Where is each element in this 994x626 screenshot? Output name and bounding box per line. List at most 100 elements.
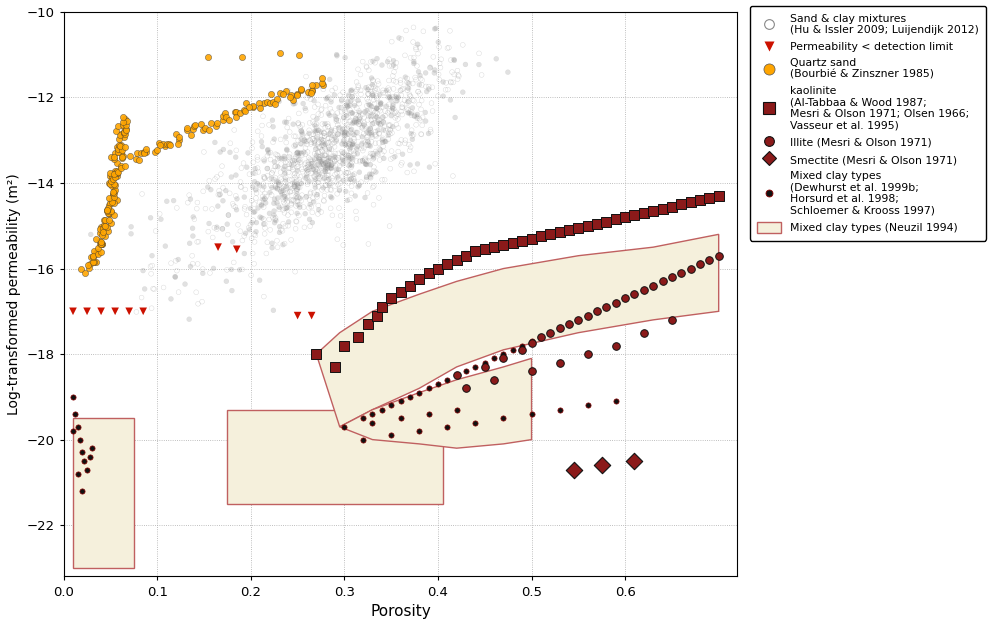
Point	[341, 138, 357, 148]
Point	[209, 172, 225, 182]
Point	[561, 225, 577, 235]
Point	[495, 240, 511, 250]
Point	[195, 269, 211, 279]
Point	[107, 185, 123, 195]
Point	[430, 91, 446, 101]
Point	[359, 105, 375, 115]
Point	[389, 90, 405, 100]
Point	[382, 120, 398, 130]
Point	[136, 148, 152, 158]
Point	[278, 144, 294, 154]
Point	[359, 135, 375, 145]
Point	[412, 426, 427, 436]
Point	[328, 165, 344, 175]
Point	[275, 240, 291, 250]
Point	[74, 264, 89, 274]
Point	[337, 131, 353, 141]
Point	[285, 119, 301, 129]
Point	[292, 193, 308, 203]
Point	[201, 218, 217, 228]
Point	[319, 93, 335, 103]
Point	[357, 112, 373, 122]
Point	[345, 108, 361, 118]
Point	[105, 198, 121, 208]
Point	[249, 126, 265, 136]
Point	[283, 195, 299, 205]
Point	[162, 140, 178, 150]
Point	[400, 121, 415, 131]
Point	[467, 362, 483, 372]
Point	[270, 201, 286, 211]
Point	[391, 146, 407, 156]
Point	[348, 113, 364, 123]
Point	[266, 175, 282, 185]
Point	[295, 167, 311, 177]
Point	[400, 73, 415, 83]
Point	[87, 257, 103, 267]
Point	[262, 148, 278, 158]
Point	[351, 113, 367, 123]
Point	[342, 160, 358, 170]
Point	[364, 169, 380, 179]
Point	[368, 167, 384, 177]
Point	[332, 184, 348, 194]
Point	[242, 225, 257, 235]
Point	[408, 43, 423, 53]
Point	[276, 154, 292, 164]
Point	[376, 118, 392, 128]
Point	[290, 118, 306, 128]
Point	[330, 120, 346, 130]
Point	[296, 135, 312, 145]
Point	[382, 129, 398, 139]
Point	[206, 264, 222, 274]
Point	[337, 53, 353, 63]
Point	[304, 134, 320, 144]
Point	[278, 144, 294, 154]
Point	[252, 212, 268, 222]
Point	[368, 111, 384, 121]
Point	[307, 126, 323, 136]
Point	[89, 243, 105, 253]
Point	[342, 100, 358, 110]
Point	[331, 123, 347, 133]
Point	[301, 176, 317, 186]
Point	[437, 85, 453, 95]
Point	[376, 153, 392, 163]
Point	[365, 409, 381, 419]
Point	[299, 173, 315, 183]
Point	[298, 106, 314, 116]
Point	[338, 140, 354, 150]
Point	[327, 152, 343, 162]
Point	[288, 193, 304, 203]
Point	[330, 148, 346, 158]
Point	[345, 118, 361, 128]
Point	[295, 98, 311, 108]
Point	[431, 42, 447, 52]
Point	[310, 138, 326, 148]
Point	[366, 166, 382, 176]
Point	[272, 48, 288, 58]
Point	[303, 84, 319, 94]
Point	[271, 202, 287, 212]
Point	[214, 161, 230, 171]
Point	[323, 178, 339, 188]
Point	[245, 182, 260, 192]
Point	[94, 239, 110, 249]
Point	[288, 216, 304, 226]
Point	[254, 120, 270, 130]
Point	[385, 103, 401, 113]
Point	[260, 148, 276, 158]
Point	[402, 96, 417, 106]
Point	[307, 121, 323, 131]
Point	[291, 120, 307, 130]
Point	[421, 162, 437, 172]
Point	[404, 128, 419, 138]
Point	[352, 108, 368, 118]
Point	[314, 119, 330, 129]
Point	[295, 202, 311, 212]
Point	[316, 143, 332, 153]
Point	[336, 117, 352, 127]
Point	[269, 193, 285, 203]
Point	[316, 196, 332, 206]
Point	[256, 172, 272, 182]
